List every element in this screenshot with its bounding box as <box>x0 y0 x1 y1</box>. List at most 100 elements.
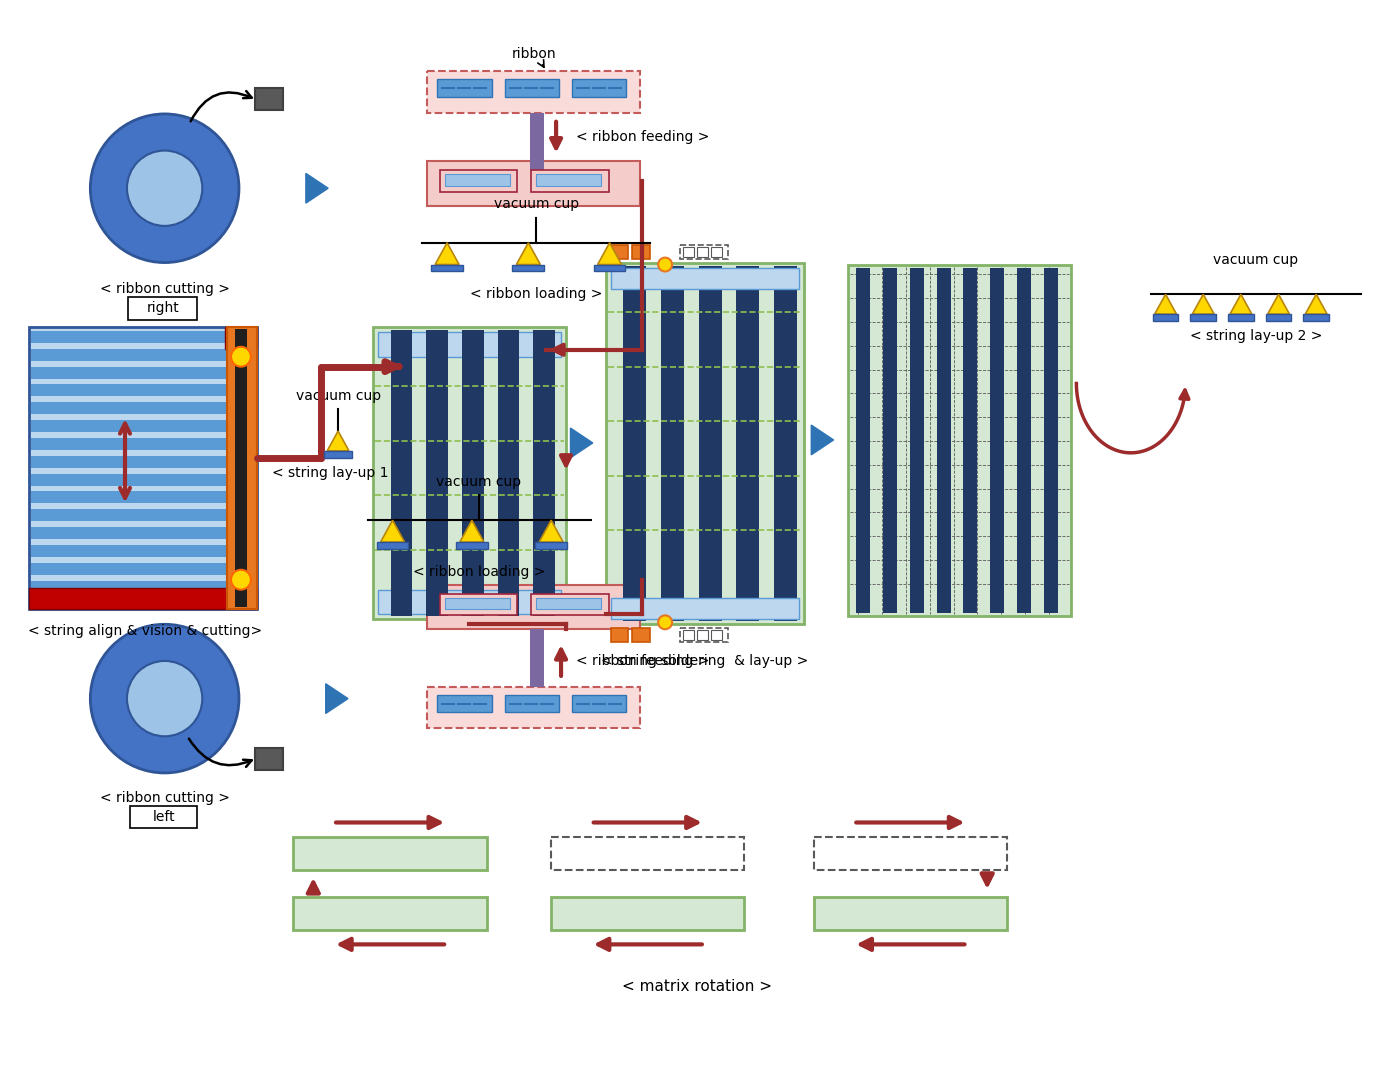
Bar <box>551 838 745 870</box>
Bar <box>632 628 650 643</box>
Text: < string lay-up 2 >: < string lay-up 2 > <box>1190 329 1322 343</box>
Bar <box>696 631 707 640</box>
Bar <box>30 491 255 503</box>
Circle shape <box>659 257 673 272</box>
Polygon shape <box>435 242 459 264</box>
Bar <box>30 509 255 521</box>
Bar <box>623 265 646 621</box>
Bar <box>1044 267 1057 613</box>
Bar <box>30 384 255 396</box>
Text: ribbon: ribbon <box>512 47 556 61</box>
Text: < string lay-up 1 >: < string lay-up 1 > <box>271 466 404 480</box>
Bar <box>378 589 561 614</box>
Bar <box>30 403 255 415</box>
Bar <box>226 327 257 349</box>
Polygon shape <box>570 428 592 458</box>
Bar <box>30 456 255 468</box>
Bar <box>428 585 641 630</box>
Bar <box>293 838 487 870</box>
Bar <box>814 897 1008 930</box>
Bar <box>30 563 255 575</box>
Bar <box>293 897 487 930</box>
Circle shape <box>127 151 202 226</box>
Bar <box>30 580 255 592</box>
Bar <box>29 327 257 610</box>
Bar <box>1228 314 1254 321</box>
Polygon shape <box>516 242 540 264</box>
Bar <box>428 161 641 206</box>
Bar <box>774 265 797 621</box>
Polygon shape <box>459 520 484 542</box>
Bar <box>498 329 519 616</box>
Bar <box>372 327 566 620</box>
Bar <box>446 598 509 610</box>
Text: vacuum cup: vacuum cup <box>436 475 522 489</box>
Bar <box>530 113 544 170</box>
Bar <box>1017 267 1031 613</box>
Polygon shape <box>598 242 621 264</box>
Bar <box>572 695 627 712</box>
Bar <box>610 244 628 259</box>
Bar <box>437 80 491 97</box>
Bar <box>610 598 799 620</box>
Bar <box>937 267 951 613</box>
Circle shape <box>90 113 239 263</box>
Bar <box>446 175 509 187</box>
Bar <box>531 170 609 192</box>
Text: right: right <box>147 301 179 315</box>
Bar <box>30 420 255 432</box>
Bar <box>428 71 641 113</box>
Bar <box>378 332 561 357</box>
Bar <box>505 695 559 712</box>
Bar <box>990 267 1003 613</box>
Bar <box>30 349 255 361</box>
Polygon shape <box>1193 295 1214 314</box>
Text: left: left <box>152 810 174 824</box>
Bar <box>536 542 567 549</box>
Bar <box>324 451 352 458</box>
Polygon shape <box>1230 295 1251 314</box>
Bar <box>680 244 728 259</box>
Bar <box>390 329 412 616</box>
Circle shape <box>231 347 251 367</box>
Polygon shape <box>306 173 328 203</box>
Bar <box>1153 314 1178 321</box>
Polygon shape <box>811 425 833 455</box>
Bar <box>533 329 555 616</box>
Bar <box>130 805 198 828</box>
Bar <box>696 247 707 256</box>
Text: vacuum cup: vacuum cup <box>1214 252 1298 266</box>
Bar <box>814 838 1008 870</box>
Bar <box>530 630 544 686</box>
Bar <box>30 367 255 379</box>
Bar <box>376 542 408 549</box>
Bar <box>255 88 282 110</box>
Text: < ribbon feeding >: < ribbon feeding > <box>576 130 709 144</box>
Bar <box>29 588 257 610</box>
Bar <box>963 267 977 613</box>
Bar <box>536 598 601 610</box>
Bar <box>909 267 923 613</box>
Polygon shape <box>540 520 563 542</box>
Polygon shape <box>1305 295 1327 314</box>
Circle shape <box>231 570 251 589</box>
Bar <box>610 267 799 289</box>
Bar <box>127 297 198 320</box>
Bar <box>531 594 609 615</box>
Circle shape <box>127 661 202 736</box>
Bar <box>30 546 255 556</box>
Bar <box>857 267 871 613</box>
Text: vacuum cup: vacuum cup <box>494 197 579 211</box>
Bar <box>428 686 641 729</box>
Polygon shape <box>1268 295 1290 314</box>
Text: vacuum cup: vacuum cup <box>296 389 381 404</box>
Text: < matrix rotation >: < matrix rotation > <box>621 979 772 994</box>
Bar <box>437 695 491 712</box>
Polygon shape <box>327 431 349 451</box>
Bar <box>682 247 693 256</box>
Bar <box>1190 314 1217 321</box>
Polygon shape <box>325 684 347 714</box>
Text: < ribbon cutting >: < ribbon cutting > <box>100 283 230 297</box>
Bar <box>662 265 684 621</box>
Bar <box>610 628 628 643</box>
